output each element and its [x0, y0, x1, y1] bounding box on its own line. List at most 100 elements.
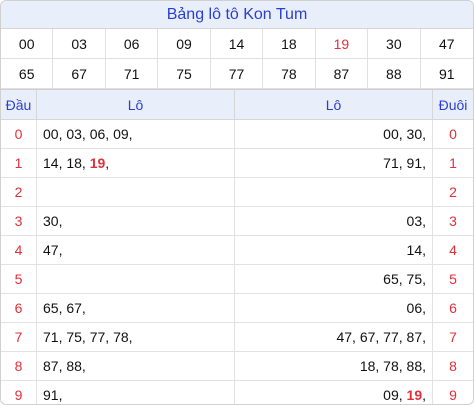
number-cell: 06 — [105, 29, 159, 59]
lo-number: 71, — [383, 155, 407, 171]
header-lo-left: Lô — [37, 90, 235, 119]
lo-number: 91, — [406, 155, 426, 171]
header-duoi: Đuôi — [438, 96, 468, 113]
lo-table-header: Đầu Lô Lô Đuôi — [1, 90, 473, 120]
lo-number: 77, — [383, 329, 407, 345]
number-cell: 14 — [210, 29, 264, 59]
duoi-cell: 6 — [449, 300, 457, 316]
lo-number: 77, — [89, 329, 114, 345]
number-cell: 09 — [158, 29, 211, 59]
lo-left-cell: 91, — [37, 381, 235, 404]
duoi-cell: 0 — [449, 126, 457, 142]
table-title: Bảng lô tô Kon Tum — [1, 1, 473, 29]
lo-left-cell: 71, 75, 77, 78, — [37, 323, 235, 351]
number-cell: 18 — [263, 29, 316, 59]
lo-left-cell: 30, — [37, 207, 235, 235]
table-row: 1 14, 18, 19, 71, 91, 1 — [1, 149, 473, 178]
header-dau: Đầu — [1, 90, 37, 119]
number-cell: 78 — [263, 59, 316, 89]
number-cell: 00 — [1, 29, 54, 59]
duoi-cell: 3 — [449, 213, 457, 229]
number-cell: 19 — [315, 29, 369, 59]
lo-number: 30, — [43, 213, 63, 229]
lo-left-cell — [37, 265, 235, 293]
lo-number: 87, — [43, 358, 67, 374]
number-cell: 03 — [53, 29, 106, 59]
lo-table-body: 0 00, 03, 06, 09, 00, 30, 0 1 14, 18, 19, 71, … — [1, 120, 473, 404]
lo-left-cell: 00, 03, 06, 09, — [37, 120, 235, 148]
lo-right-cell: 71, 91, — [235, 149, 433, 177]
duoi-cell: 5 — [449, 271, 457, 287]
lo-number: 30, — [406, 126, 426, 142]
dau-cell: 0 — [1, 120, 37, 148]
lo-number: 65, — [43, 300, 67, 316]
table-row: 4 47, 14, 4 — [1, 236, 473, 265]
lo-number: 67, — [66, 300, 86, 316]
duoi-cell: 2 — [449, 184, 457, 200]
header-lo-right: Lô — [235, 90, 433, 119]
number-cell: 47 — [420, 29, 473, 59]
lo-number: 09, — [383, 387, 407, 403]
lo-left-cell: 87, 88, — [37, 352, 235, 380]
hot-number: 19 — [89, 155, 106, 171]
table-row: 7 71, 75, 77, 78, 47, 67, 77, 87, 7 — [1, 323, 473, 352]
table-row: 5 65, 75, 5 — [1, 265, 473, 294]
number-cell: 75 — [158, 59, 211, 89]
lo-number: 71, — [43, 329, 67, 345]
lo-number: 78, — [113, 329, 133, 345]
lo-right-cell: 09, 19, — [235, 381, 433, 404]
lo-left-cell: 14, 18, 19, — [37, 149, 235, 177]
lo-number: 18, — [66, 155, 90, 171]
dau-cell: 7 — [1, 323, 37, 351]
table-row: 6 65, 67, 06, 6 — [1, 294, 473, 323]
lo-number: 03, — [66, 126, 90, 142]
number-cell: 65 — [1, 59, 54, 89]
lo-number: 47, — [43, 242, 63, 258]
lo-right-cell: 18, 78, 88, — [235, 352, 433, 380]
lo-number: 00, — [43, 126, 67, 142]
table-row: 3 30, 03, 3 — [1, 207, 473, 236]
dau-cell: 3 — [1, 207, 37, 235]
lo-right-cell: 06, — [235, 294, 433, 322]
number-cell: 91 — [420, 59, 473, 89]
dau-cell: 5 — [1, 265, 37, 293]
dau-cell: 9 — [1, 381, 37, 404]
lo-left-cell: 65, 67, — [37, 294, 235, 322]
duoi-cell: 1 — [449, 155, 457, 171]
lo-number: 88, — [406, 358, 426, 374]
number-cell: 77 — [210, 59, 264, 89]
dau-cell: 4 — [1, 236, 37, 264]
dau-cell: 1 — [1, 149, 37, 177]
lo-right-cell: 14, — [235, 236, 433, 264]
lo-number: , — [105, 155, 110, 171]
table-row: 0 00, 03, 06, 09, 00, 30, 0 — [1, 120, 473, 149]
duoi-cell: 7 — [449, 329, 457, 345]
number-cell: 71 — [105, 59, 159, 89]
table-row: 9 91, 09, 19, 9 — [1, 381, 473, 404]
number-cell: 87 — [315, 59, 369, 89]
duoi-cell: 4 — [449, 242, 457, 258]
lo-number: 06, — [406, 300, 426, 316]
lo-table: Đầu Lô Lô Đuôi 0 00, 03, 06, 09, 00, 30, 0 1… — [1, 90, 473, 404]
lo-left-cell: 47, — [37, 236, 235, 264]
number-cell: 88 — [368, 59, 421, 89]
duoi-cell: 9 — [449, 387, 457, 403]
lo-number: 67, — [359, 329, 384, 345]
lo-number: 06, — [89, 126, 114, 142]
dau-cell: 8 — [1, 352, 37, 380]
lo-right-cell: 65, 75, — [235, 265, 433, 293]
lo-number: 09, — [113, 126, 133, 142]
lo-right-cell: 03, — [235, 207, 433, 235]
lo-right-cell: 00, 30, — [235, 120, 433, 148]
number-grid: 00 03 06 09 14 18 19 30 47 65 67 71 75 77 78 87 88 91 — [1, 29, 473, 90]
lo-number: 87, — [406, 329, 426, 345]
lo-left-cell — [37, 178, 235, 206]
number-cell: 30 — [368, 29, 421, 59]
lo-right-cell — [235, 178, 433, 206]
dau-cell: 6 — [1, 294, 37, 322]
lo-number: 75, — [406, 271, 426, 287]
lo-number: 91, — [43, 387, 63, 403]
duoi-cell: 8 — [449, 358, 457, 374]
